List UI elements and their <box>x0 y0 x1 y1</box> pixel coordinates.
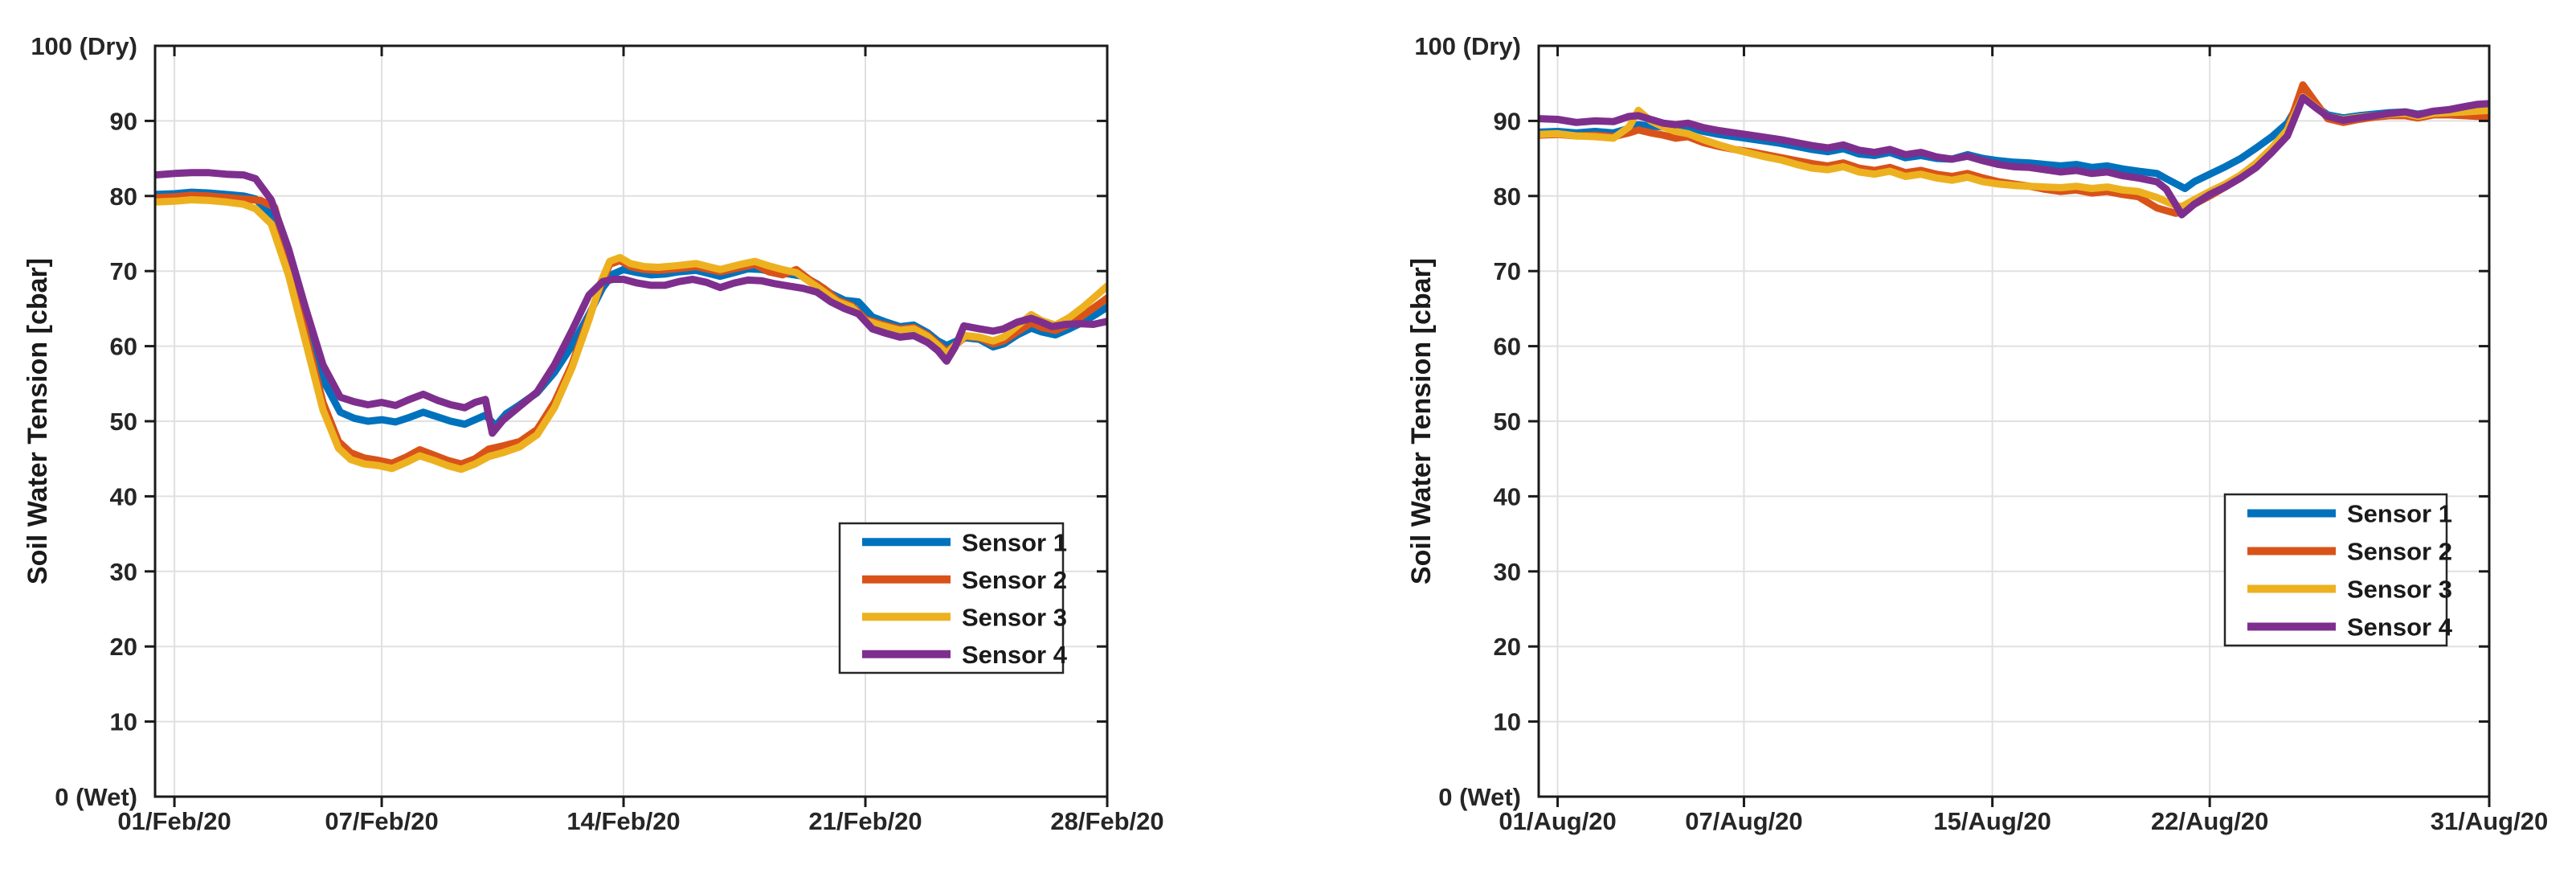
legend: Sensor 1 Sensor 2 Sensor 3 Sensor 4 <box>838 522 1068 674</box>
y-tick-labels: 100 (Dry) 10 20 30 40 50 60 70 80 90 0 (Wet) <box>1414 32 1521 811</box>
y-tick-label: 20 <box>110 633 137 661</box>
legend-label-2: Sensor 2 <box>962 566 1067 594</box>
legend-label-3: Sensor 3 <box>2347 576 2452 604</box>
y-tick-label: 80 <box>1494 182 1521 211</box>
legend-box <box>838 522 1065 674</box>
chart-soil-water-tension-august: 01/Aug/20 07/Aug/20 15/Aug/20 22/Aug/20 31/A… <box>1406 32 2548 835</box>
x-tick-label: 22/Aug/20 <box>2151 807 2268 835</box>
y-tick-label: 50 <box>110 408 137 436</box>
series-line-sensor-4 <box>1539 93 2489 219</box>
legend-label-1: Sensor 1 <box>962 528 1067 556</box>
y-tick-label: 90 <box>1494 107 1521 135</box>
y-tick-label: 40 <box>1494 482 1521 510</box>
x-tick-label: 28/Feb/20 <box>1050 807 1163 835</box>
legend-box <box>2223 493 2448 647</box>
y-tick-label: 80 <box>110 182 137 211</box>
tick-marks <box>145 46 1109 807</box>
y-tick-label: 10 <box>1494 708 1521 736</box>
y-tick-label: 60 <box>1494 333 1521 361</box>
y-tick-label: 90 <box>110 107 137 135</box>
y-tick-label: 60 <box>110 333 137 361</box>
y-tick-label: 70 <box>1494 257 1521 285</box>
y-tick-label: 50 <box>1494 408 1521 436</box>
x-tick-label: 31/Aug/20 <box>2431 807 2548 835</box>
x-tick-labels: 01/Aug/20 07/Aug/20 15/Aug/20 22/Aug/20 31/A… <box>1499 807 2548 835</box>
y-tick-labels: 100 (Dry) 10 20 30 40 50 60 70 80 90 0 (Wet) <box>31 32 137 811</box>
legend-label-1: Sensor 1 <box>2347 500 2452 528</box>
y-tick-label: 20 <box>1494 633 1521 661</box>
y-tick-label: 30 <box>110 558 137 586</box>
legend-label-4: Sensor 4 <box>962 641 1068 669</box>
legend-label-2: Sensor 2 <box>2347 538 2452 566</box>
x-tick-label: 01/Feb/20 <box>117 807 231 835</box>
x-tick-label: 15/Aug/20 <box>1933 807 2051 835</box>
y-axis-top-label: 100 (Dry) <box>31 32 137 60</box>
series-group <box>1539 81 2489 219</box>
y-axis-bottom-label: 0 (Wet) <box>1438 783 1521 811</box>
series-line-sensor-3 <box>155 196 1107 473</box>
x-tick-label: 21/Feb/20 <box>808 807 922 835</box>
legend-label-4: Sensor 4 <box>2347 613 2453 642</box>
y-tick-label: 40 <box>110 482 137 510</box>
y-axis-top-label: 100 (Dry) <box>1414 32 1521 60</box>
x-tick-label: 07/Aug/20 <box>1685 807 1802 835</box>
legend: Sensor 1 Sensor 2 Sensor 3 Sensor 4 <box>2223 493 2453 647</box>
tick-marks <box>1528 46 2491 807</box>
x-tick-labels: 01/Feb/20 07/Feb/20 14/Feb/20 21/Feb/20 28/F… <box>117 807 1163 835</box>
y-tick-label: 30 <box>1494 558 1521 586</box>
x-tick-label: 14/Feb/20 <box>566 807 680 835</box>
y-axis-title: Soil Water Tension [cbar] <box>1406 258 1437 584</box>
series-line-sensor-4 <box>155 169 1107 437</box>
x-tick-label: 07/Feb/20 <box>325 807 438 835</box>
y-axis-title: Soil Water Tension [cbar] <box>22 258 53 584</box>
x-tick-label: 01/Aug/20 <box>1499 807 1616 835</box>
y-tick-label: 70 <box>110 257 137 285</box>
y-axis-bottom-label: 0 (Wet) <box>55 783 137 811</box>
series-group <box>155 169 1107 473</box>
chart-soil-water-tension-february: 01/Feb/20 07/Feb/20 14/Feb/20 21/Feb/20 28/F… <box>22 32 1164 835</box>
legend-label-3: Sensor 3 <box>962 603 1067 631</box>
y-tick-label: 10 <box>110 708 137 736</box>
